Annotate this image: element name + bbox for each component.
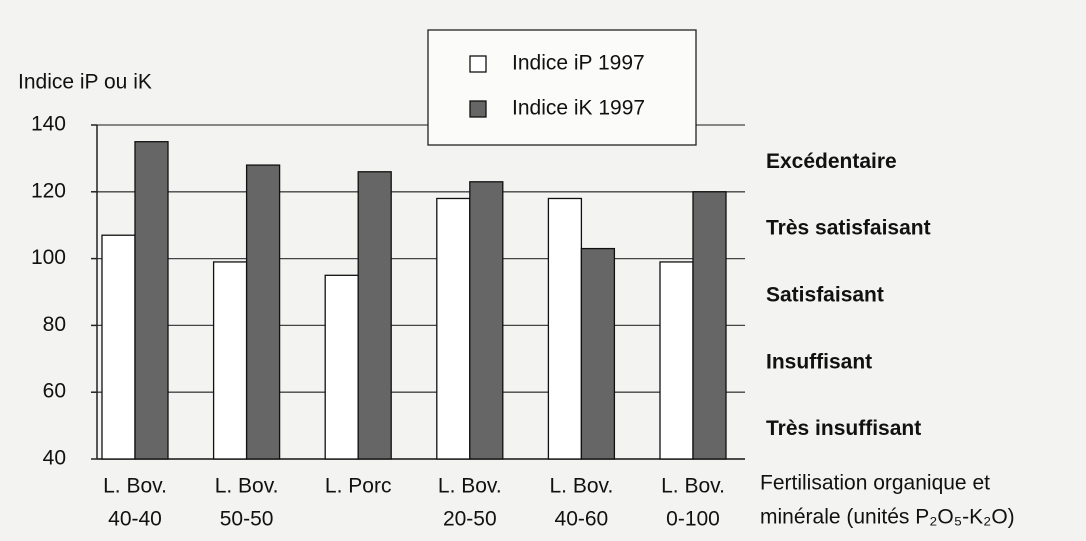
x-tick-label: 40-40 [108, 508, 162, 531]
y-axis-label: Indice iP ou iK [18, 71, 152, 94]
x-tick-label: L. Bov. [549, 475, 613, 498]
bar [101, 234, 136, 460]
bar [357, 171, 392, 460]
bar [547, 197, 583, 460]
zone-label: Insuffisant [766, 350, 872, 373]
legend-label: Indice iK 1997 [512, 97, 645, 120]
x-tick-label: 0-100 [666, 508, 720, 531]
y-tick-label: 60 [43, 380, 66, 403]
zone-label: Très satisfaisant [766, 217, 931, 240]
legend-swatch [469, 55, 487, 73]
x-tick-label: L. Bov. [438, 475, 502, 498]
bar [469, 181, 504, 460]
bar [692, 191, 727, 460]
bar [580, 247, 616, 460]
x-axis-label: minérale (unités P₂O₅-K₂O) [760, 506, 1015, 529]
x-tick-label: L. Bov. [215, 475, 279, 498]
legend-box [427, 29, 697, 146]
x-tick-label: 40-60 [555, 508, 609, 531]
x-axis-label: Fertilisation organique et [760, 472, 990, 495]
x-tick-label: 50-50 [220, 508, 274, 531]
y-tick-label: 120 [31, 179, 66, 202]
bar [324, 274, 359, 460]
y-tick-label: 100 [31, 246, 66, 269]
bar [212, 261, 248, 460]
legend-swatch [469, 100, 487, 118]
x-tick-label: 20-50 [443, 508, 497, 531]
zone-label: Très insuffisant [766, 417, 921, 440]
y-tick-label: 40 [43, 447, 66, 470]
x-tick-label: L. Porc [325, 475, 392, 498]
bar [245, 164, 281, 460]
bar [436, 197, 471, 460]
zone-label: Satisfaisant [766, 284, 884, 307]
y-tick-label: 80 [43, 313, 66, 336]
bar [659, 261, 694, 460]
legend-label: Indice iP 1997 [512, 52, 645, 75]
x-tick-label: L. Bov. [103, 475, 167, 498]
zone-label: Excédentaire [766, 150, 897, 173]
y-tick-label: 140 [31, 113, 66, 136]
bar [134, 141, 169, 460]
x-tick-label: L. Bov. [661, 475, 725, 498]
